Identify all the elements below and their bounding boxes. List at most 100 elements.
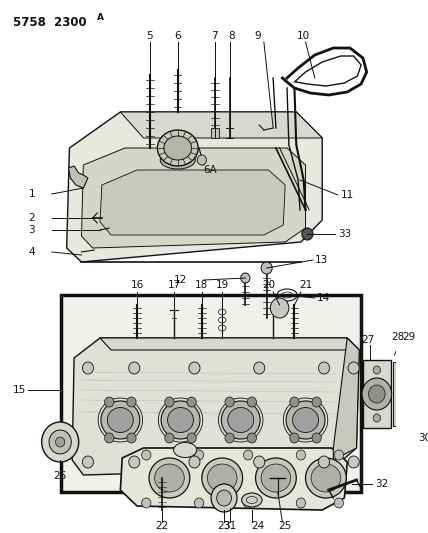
Text: 6: 6 <box>175 31 181 41</box>
Text: 20: 20 <box>262 280 275 290</box>
Polygon shape <box>68 166 88 188</box>
Text: 29: 29 <box>403 332 416 342</box>
Text: 19: 19 <box>216 280 229 290</box>
Text: A: A <box>97 13 104 22</box>
Circle shape <box>348 456 359 468</box>
Circle shape <box>318 362 330 374</box>
Text: 2: 2 <box>29 213 35 223</box>
Circle shape <box>373 414 380 422</box>
Circle shape <box>225 397 234 407</box>
Text: 24: 24 <box>251 521 264 531</box>
Text: 1: 1 <box>29 189 35 199</box>
Circle shape <box>362 378 392 410</box>
Circle shape <box>312 433 321 443</box>
Circle shape <box>334 498 344 508</box>
Ellipse shape <box>160 151 195 169</box>
Circle shape <box>189 362 200 374</box>
Text: 27: 27 <box>361 335 374 345</box>
Ellipse shape <box>155 464 184 492</box>
Ellipse shape <box>311 464 341 492</box>
Text: 10: 10 <box>297 31 310 41</box>
Text: 25: 25 <box>279 521 292 531</box>
Text: 11: 11 <box>341 190 354 200</box>
Circle shape <box>142 450 151 460</box>
Text: 18: 18 <box>195 280 208 290</box>
Text: 30: 30 <box>419 433 428 443</box>
Polygon shape <box>333 338 359 460</box>
Text: 15: 15 <box>13 385 26 395</box>
Circle shape <box>165 397 174 407</box>
Circle shape <box>104 433 114 443</box>
Circle shape <box>56 437 65 447</box>
Bar <box>363 360 391 428</box>
Ellipse shape <box>293 408 318 432</box>
Circle shape <box>189 456 200 468</box>
Circle shape <box>197 155 206 165</box>
Text: 9: 9 <box>254 31 261 41</box>
Text: 26: 26 <box>54 471 67 481</box>
Circle shape <box>244 498 253 508</box>
Polygon shape <box>120 112 322 138</box>
Circle shape <box>187 397 196 407</box>
Circle shape <box>83 456 93 468</box>
Circle shape <box>261 262 272 274</box>
Text: 16: 16 <box>131 280 144 290</box>
Circle shape <box>312 397 321 407</box>
Ellipse shape <box>242 493 262 507</box>
Circle shape <box>254 362 265 374</box>
Ellipse shape <box>202 458 243 498</box>
Circle shape <box>400 423 409 433</box>
Circle shape <box>129 362 140 374</box>
Text: 33: 33 <box>338 229 351 239</box>
Circle shape <box>334 450 344 460</box>
Text: 13: 13 <box>315 255 328 265</box>
Circle shape <box>104 397 114 407</box>
Text: 14: 14 <box>317 293 330 303</box>
Text: 4: 4 <box>29 247 35 257</box>
Circle shape <box>296 450 306 460</box>
Bar <box>61 295 361 492</box>
Ellipse shape <box>107 408 134 432</box>
Text: 31: 31 <box>223 521 236 531</box>
Circle shape <box>318 456 330 468</box>
Text: 17: 17 <box>167 280 181 290</box>
Bar <box>392 362 397 426</box>
Circle shape <box>244 450 253 460</box>
Circle shape <box>194 498 204 508</box>
Text: 32: 32 <box>375 479 388 489</box>
Circle shape <box>83 362 93 374</box>
Text: 23: 23 <box>217 521 231 531</box>
Polygon shape <box>100 170 285 235</box>
Circle shape <box>49 430 71 454</box>
Ellipse shape <box>174 442 197 457</box>
Ellipse shape <box>164 136 192 160</box>
Circle shape <box>127 397 136 407</box>
Polygon shape <box>100 338 359 350</box>
Polygon shape <box>120 448 347 510</box>
Circle shape <box>369 385 385 403</box>
Ellipse shape <box>161 401 200 439</box>
Polygon shape <box>67 112 322 262</box>
Circle shape <box>142 498 151 508</box>
Bar <box>396 370 404 376</box>
Ellipse shape <box>306 458 346 498</box>
Text: 28: 28 <box>392 332 405 342</box>
Bar <box>211 128 219 138</box>
Ellipse shape <box>221 401 260 439</box>
Ellipse shape <box>158 130 198 166</box>
Text: 22: 22 <box>155 521 169 531</box>
Circle shape <box>348 362 359 374</box>
Circle shape <box>241 273 250 283</box>
Ellipse shape <box>261 464 291 492</box>
Circle shape <box>217 490 232 506</box>
Text: 3: 3 <box>29 225 35 235</box>
Circle shape <box>211 484 237 512</box>
Text: 8: 8 <box>228 31 235 41</box>
Circle shape <box>296 498 306 508</box>
Text: 5: 5 <box>147 31 153 41</box>
Polygon shape <box>72 338 359 475</box>
Circle shape <box>42 422 79 462</box>
Ellipse shape <box>101 401 140 439</box>
Circle shape <box>302 228 313 240</box>
Text: 21: 21 <box>299 280 312 290</box>
